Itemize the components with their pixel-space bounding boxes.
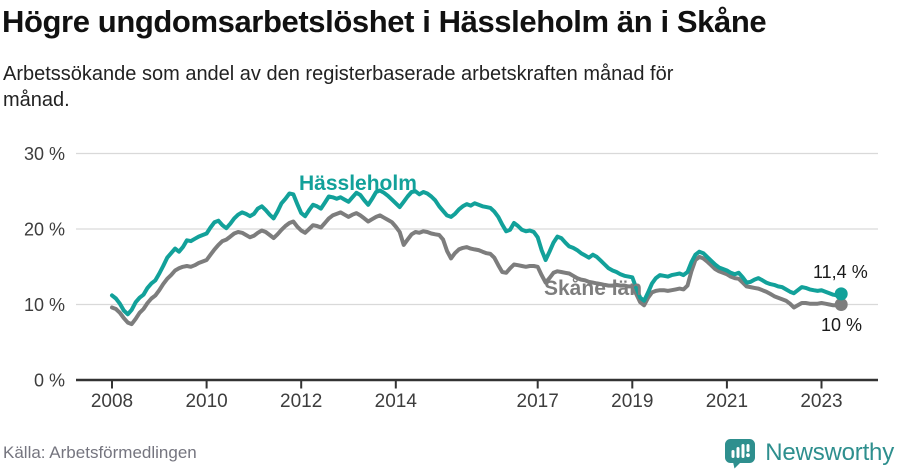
series-label-hassleholm: Hässleholm xyxy=(299,172,417,195)
svg-text:2023: 2023 xyxy=(800,391,842,412)
svg-text:30 %: 30 % xyxy=(24,144,65,164)
svg-text:2021: 2021 xyxy=(706,391,748,412)
source-note: Källa: Arbetsförmedlingen xyxy=(3,443,197,462)
newsworthy-badge-icon xyxy=(725,438,756,468)
subtitle-line-2: månad. xyxy=(3,89,70,112)
svg-text:2008: 2008 xyxy=(91,391,133,412)
end-value-hassleholm: 11,4 % xyxy=(813,262,868,282)
svg-text:2014: 2014 xyxy=(375,391,418,412)
end-value-skane: 10 % xyxy=(821,315,863,335)
svg-text:2019: 2019 xyxy=(611,391,653,412)
footer: Källa: Arbetsförmedlingen Newsworthy xyxy=(3,437,894,469)
svg-text:2017: 2017 xyxy=(517,391,559,412)
svg-text:0 %: 0 % xyxy=(34,371,65,391)
chart-title: Högre ungdomsarbetslöshet i Hässleholm ä… xyxy=(2,4,767,39)
subtitle-line-1: Arbetssökande som andel av den registerb… xyxy=(3,63,674,85)
series-label-skane: Skåne län xyxy=(544,277,643,300)
chart-subtitle: Arbetssökande som andel av den registerb… xyxy=(3,61,823,114)
svg-text:10 %: 10 % xyxy=(24,295,65,315)
newsworthy-logo[interactable]: Newsworthy xyxy=(724,438,894,469)
svg-text:2010: 2010 xyxy=(185,391,227,412)
svg-text:20 %: 20 % xyxy=(24,220,65,240)
svg-text:2012: 2012 xyxy=(280,391,322,412)
newsworthy-wordmark: Newsworthy xyxy=(765,439,894,466)
